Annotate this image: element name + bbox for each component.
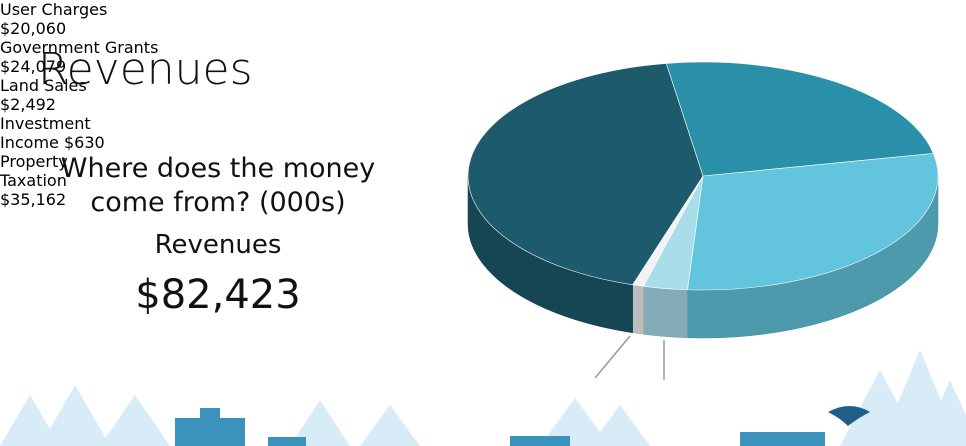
total-heading: Revenues — [154, 230, 282, 260]
value-label: $630 — [63, 133, 105, 152]
slice-side — [632, 284, 644, 335]
slice-label: Property Taxation $35,162 — [0, 152, 110, 209]
slice — [665, 61, 934, 177]
background-decoration — [0, 350, 966, 446]
leader-line — [594, 335, 631, 379]
value-label: $35,162 — [0, 190, 67, 209]
value-label: $24,079 — [0, 57, 67, 76]
subtitle: Where does the money come from? (000s) — [60, 153, 376, 218]
category-label: Government Grants — [0, 38, 159, 57]
slice-label: Land Sales $2,492 — [0, 76, 120, 114]
slice — [467, 63, 704, 286]
total-value: $82,423 — [135, 272, 301, 318]
category-label: Land Sales — [0, 76, 87, 95]
category-label: User Charges — [0, 0, 108, 19]
category-label: Investment Income — [0, 114, 91, 152]
slice-label: User Charges $20,060 — [0, 0, 160, 38]
category-label: Property Taxation — [0, 152, 68, 190]
slice-side — [643, 285, 688, 339]
slice — [687, 153, 939, 291]
slice-label: Investment Income $630 — [0, 114, 150, 152]
value-label: $2,492 — [0, 95, 56, 114]
pie-sides — [467, 175, 939, 339]
value-label: $20,060 — [0, 19, 67, 38]
slice-label: Government Grants $24,079 — [0, 38, 180, 76]
slide-title: Revenues — [38, 44, 253, 95]
